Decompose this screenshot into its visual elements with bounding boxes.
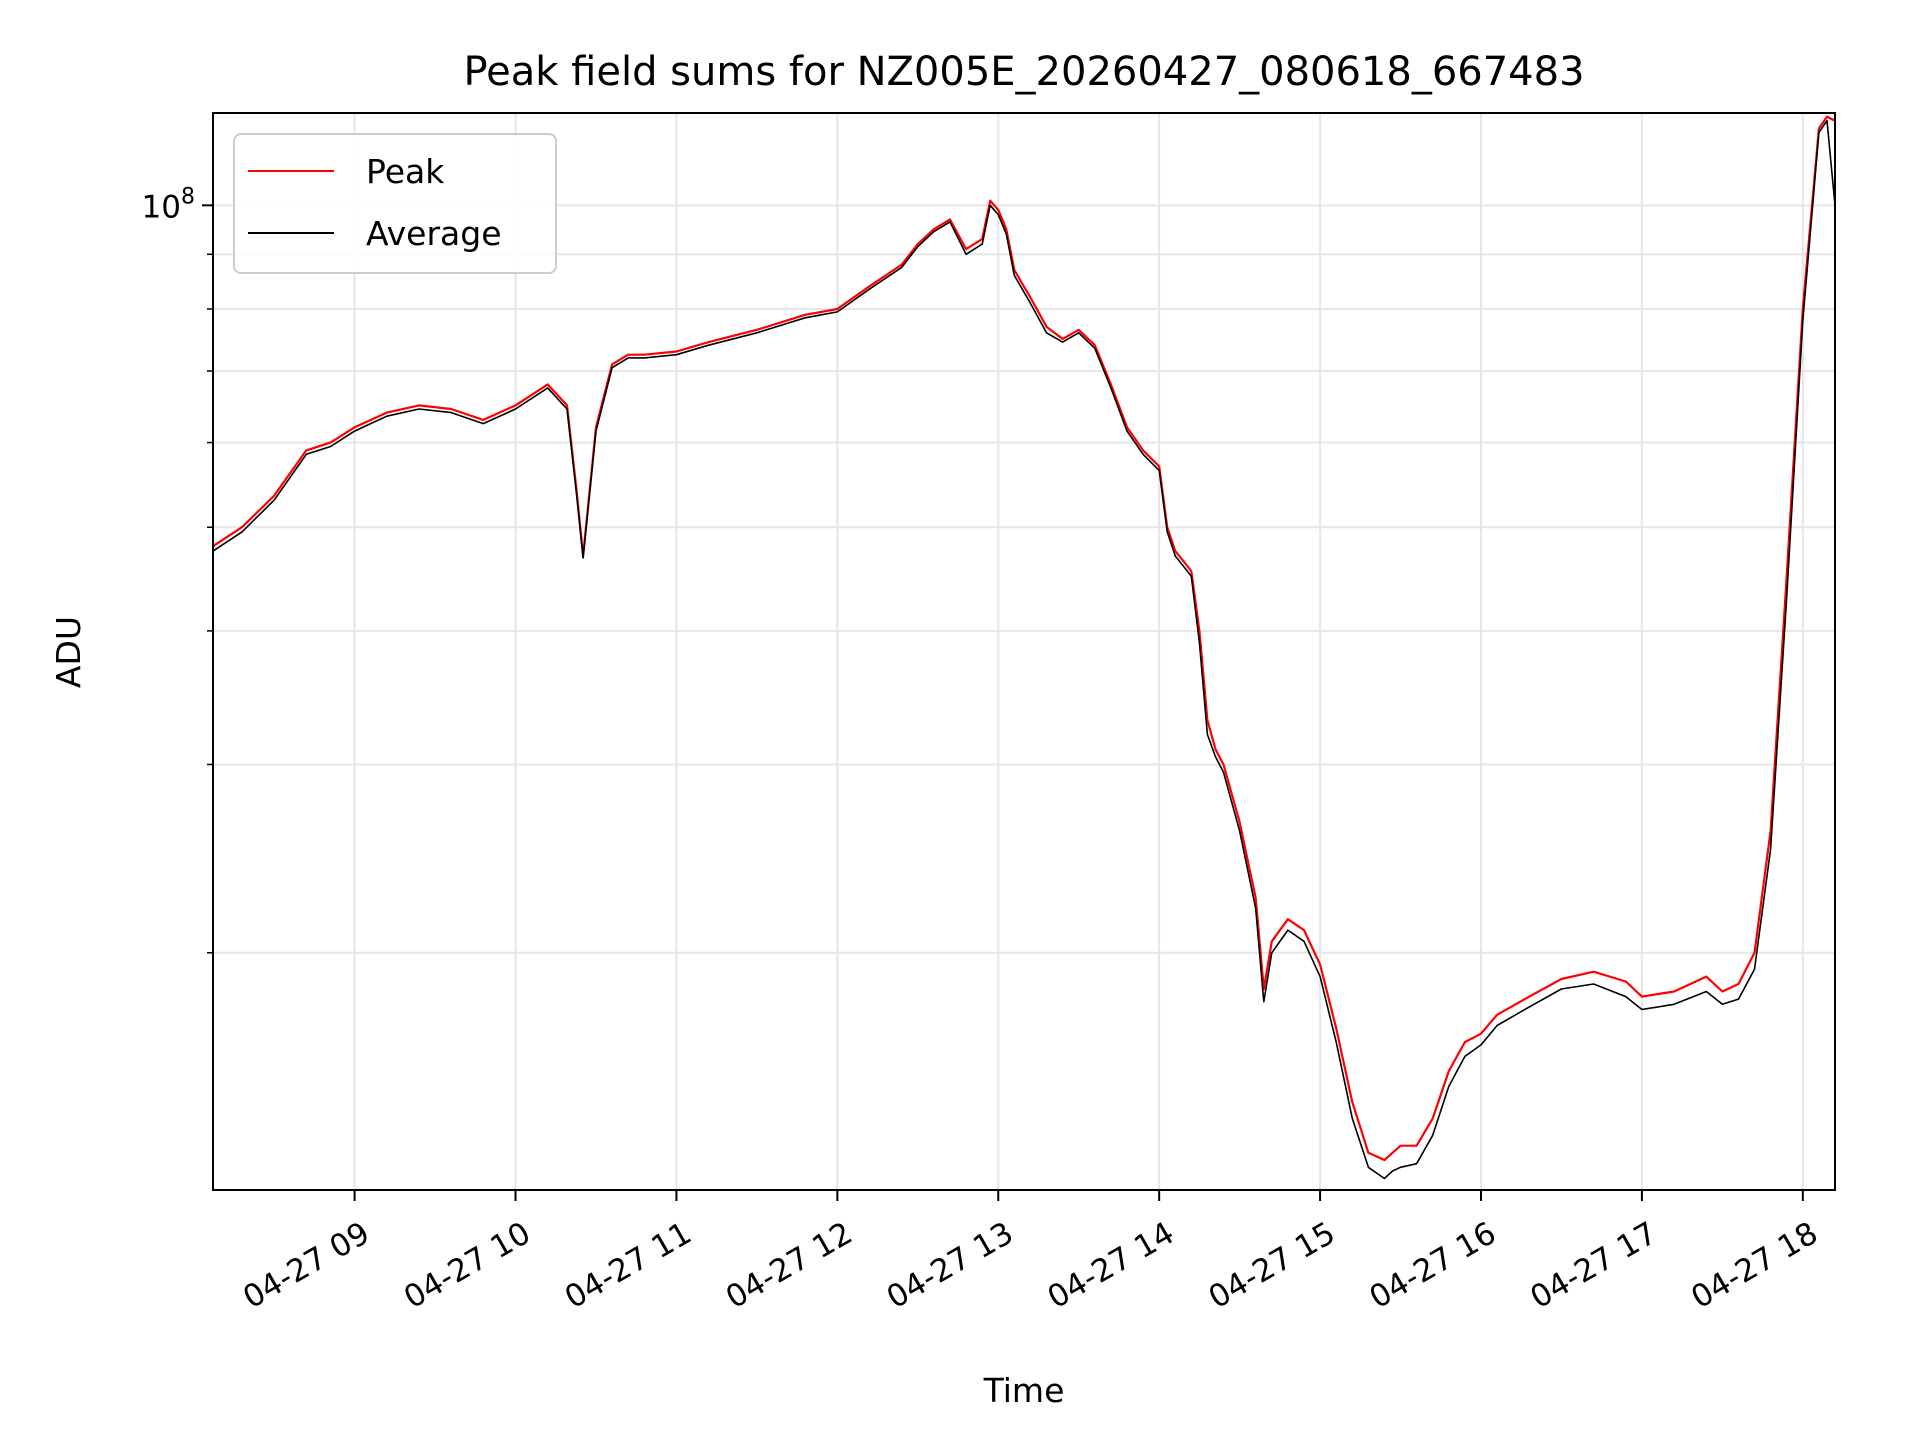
series-line-average: [212, 119, 1836, 1180]
chart-title: Peak field sums for NZ005E_20260427_0806…: [463, 49, 1584, 95]
series-layer: [212, 115, 1836, 1180]
legend-label-average: Average: [366, 214, 502, 253]
legend-label-peak: Peak: [366, 152, 445, 191]
plot-frame: [212, 112, 1836, 1191]
y-tick-label: 108: [142, 184, 195, 225]
grid-layer: [213, 113, 1835, 1190]
legend-box: [233, 133, 557, 274]
x-axis-label: Time: [983, 1371, 1065, 1410]
y-axis-label: ADU: [49, 616, 88, 688]
legend: Peak Average: [233, 133, 557, 274]
